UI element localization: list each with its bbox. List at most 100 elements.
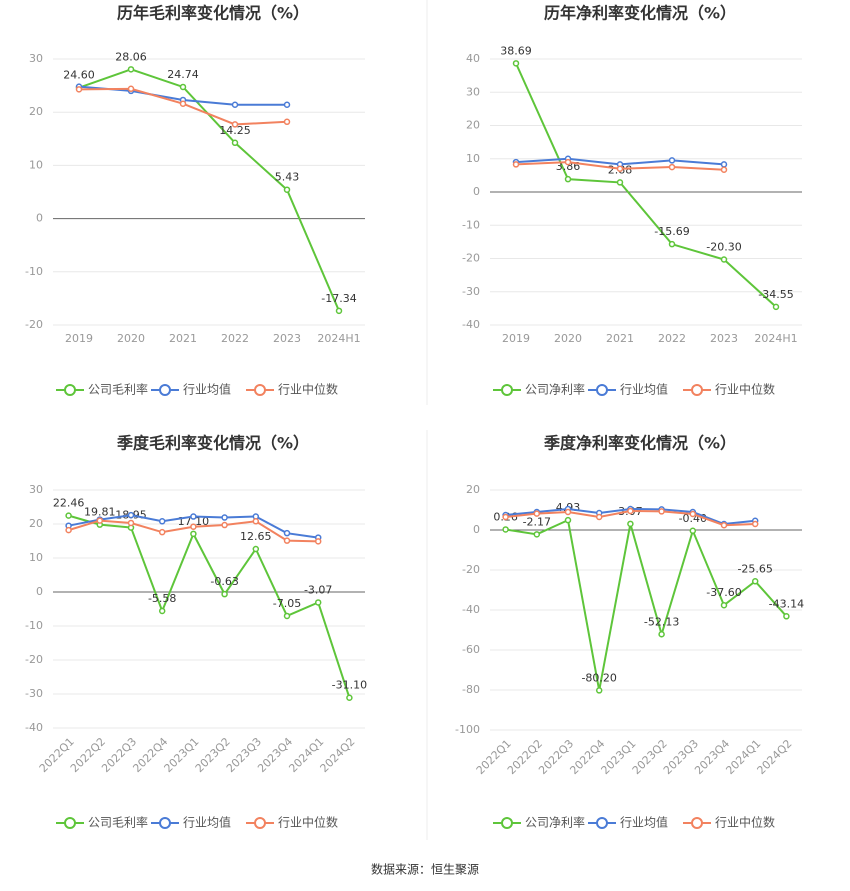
data-label: 24.74 [167, 68, 199, 81]
data-point [627, 507, 634, 515]
legend-label: 行业均值 [183, 382, 231, 397]
data-point [231, 101, 239, 109]
x-tick-label: 2021 [606, 332, 634, 345]
x-tick-label: 2019 [65, 332, 93, 345]
y-tick-label: -40 [462, 318, 480, 331]
series-line [515, 62, 777, 308]
data-point [616, 165, 624, 172]
data-point [533, 531, 541, 538]
x-tick-label: 2023 [710, 332, 738, 345]
data-point [564, 175, 572, 183]
data-label: -0.63 [210, 575, 238, 588]
data-point [127, 511, 135, 519]
data-label: 19.81 [84, 506, 116, 519]
legend-swatch [254, 384, 266, 396]
legend-swatch [596, 384, 608, 396]
data-point [502, 526, 509, 533]
data-label: -2.17 [523, 515, 551, 528]
data-point [190, 530, 197, 538]
data-point [346, 694, 353, 701]
legend-swatch [691, 384, 703, 396]
x-tick-label: 2024Q2 [318, 735, 358, 775]
data-point [127, 85, 135, 93]
y-tick-label: 20 [466, 483, 480, 496]
data-point [221, 590, 228, 598]
legend-swatch [64, 817, 76, 829]
data-point [720, 256, 728, 263]
data-point [283, 529, 291, 537]
legend-label: 公司毛利率 [88, 382, 148, 397]
data-point [283, 186, 291, 193]
y-tick-label: 20 [29, 105, 43, 118]
data-label: -52.13 [644, 615, 679, 628]
data-point [158, 518, 166, 525]
data-label: -7.05 [273, 597, 301, 610]
chart-title: 季度净利率变化情况（%） [543, 434, 736, 453]
data-label: -80.20 [581, 671, 616, 684]
data-point [314, 538, 322, 545]
data-point [720, 601, 728, 609]
y-tick-label: 20 [29, 517, 43, 530]
data-point [616, 179, 624, 186]
data-point [179, 100, 187, 107]
legend-label: 行业均值 [620, 815, 668, 830]
chart-title: 季度毛利率变化情况（%） [116, 434, 309, 453]
data-label: -5.58 [148, 592, 176, 605]
legend-swatch [159, 384, 171, 396]
y-tick-label: 30 [29, 483, 43, 496]
data-point [512, 161, 520, 168]
data-label: -17.34 [321, 292, 356, 305]
x-tick-label: 2019 [502, 332, 530, 345]
legend-label: 行业中位数 [715, 815, 775, 830]
data-label: -31.10 [332, 679, 367, 692]
legend-swatch [159, 817, 171, 829]
data-point [283, 101, 291, 109]
data-point [751, 578, 759, 585]
data-point [783, 613, 790, 620]
data-point [75, 86, 83, 93]
y-tick-label: -20 [25, 653, 43, 666]
series-line [78, 68, 340, 312]
x-tick-label: 2023 [273, 332, 301, 345]
data-label: 12.65 [240, 530, 272, 543]
data-point [564, 508, 572, 516]
data-point [65, 526, 72, 534]
y-tick-label: 10 [29, 158, 43, 171]
data-point [668, 163, 676, 171]
data-label: -20.30 [706, 240, 741, 253]
legend-label: 行业均值 [620, 382, 668, 397]
legend-label: 公司净利率 [525, 382, 585, 397]
y-tick-label: 40 [466, 52, 480, 65]
x-tick-label: 2020 [117, 332, 145, 345]
x-tick-label: 2021 [169, 332, 197, 345]
data-point [668, 157, 676, 164]
source-note: 数据来源：恒生聚源 [371, 862, 479, 877]
data-point [65, 512, 72, 519]
data-point [179, 83, 187, 91]
y-tick-label: 0 [36, 212, 43, 225]
x-tick-label: 2020 [554, 332, 582, 345]
y-tick-label: 10 [29, 551, 43, 564]
chart-title: 历年毛利率变化情况（%） [117, 4, 309, 23]
data-point [720, 166, 728, 173]
y-tick-label: 30 [466, 85, 480, 98]
data-label: -3.07 [304, 583, 332, 596]
data-point [533, 510, 541, 517]
data-point [564, 158, 572, 166]
data-point [283, 612, 291, 620]
data-point [658, 508, 665, 515]
y-tick-label: -60 [462, 643, 480, 656]
data-label: 14.25 [219, 124, 251, 137]
data-label: 28.06 [115, 50, 147, 63]
data-label: -43.14 [769, 597, 804, 610]
data-point [314, 599, 322, 606]
data-point [252, 518, 260, 525]
y-tick-label: -100 [455, 723, 480, 736]
series-line [68, 514, 351, 699]
data-point [512, 60, 520, 67]
y-tick-label: -30 [462, 285, 480, 298]
y-tick-label: -20 [462, 563, 480, 576]
data-label: 24.60 [63, 69, 95, 82]
x-tick-label: 2022 [658, 332, 686, 345]
legend-swatch [254, 817, 266, 829]
